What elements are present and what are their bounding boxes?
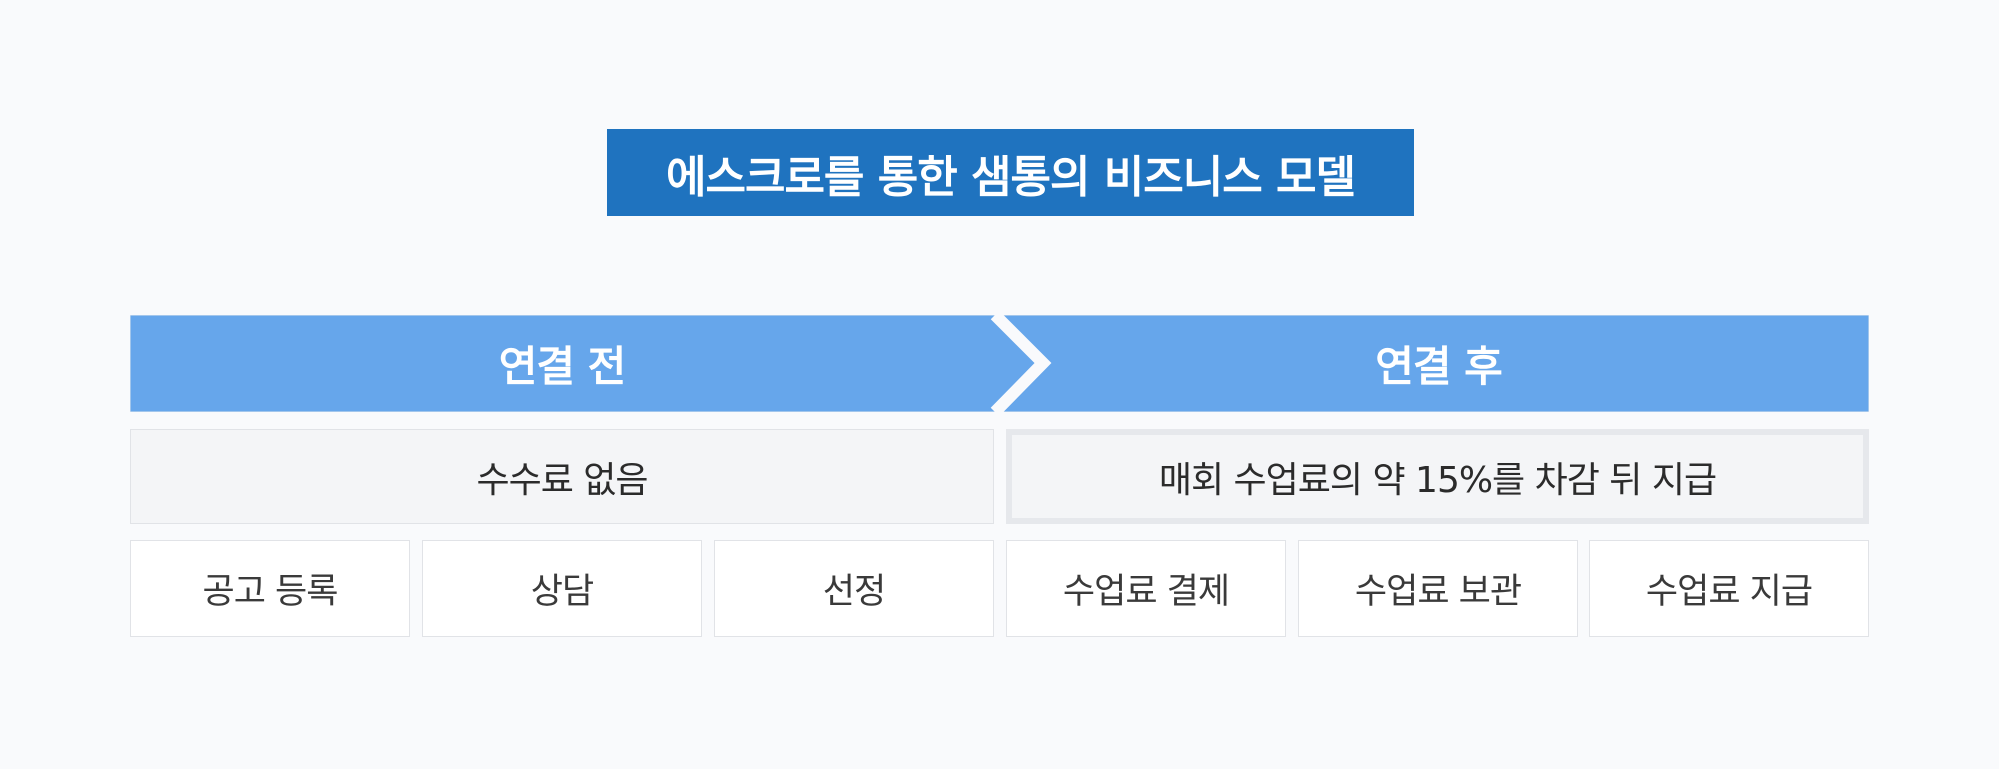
- step-selection: 선정: [714, 540, 994, 637]
- phase-banner-shape: [130, 315, 1869, 412]
- fee-before-box: 수수료 없음: [130, 429, 994, 524]
- step-fee-escrow: 수업료 보관: [1298, 540, 1578, 637]
- step-consultation: 상담: [422, 540, 702, 637]
- fee-after-box: 매회 수업료의 약 15%를 차감 뒤 지급: [1006, 429, 1869, 524]
- phase-before-label: 연결 전: [498, 342, 627, 391]
- banner-background: [130, 315, 1869, 412]
- phase-banner: 연결 전 연결 후: [130, 315, 1869, 412]
- phase-after-label: 연결 후: [1375, 342, 1503, 391]
- step-job-posting: 공고 등록: [130, 540, 410, 637]
- chevron-right-icon: [990, 315, 1052, 412]
- diagram-title: 에스크로를 통한 샘통의 비즈니스 모델: [607, 129, 1414, 216]
- step-fee-payment: 수업료 결제: [1006, 540, 1286, 637]
- step-fee-payout: 수업료 지급: [1589, 540, 1869, 637]
